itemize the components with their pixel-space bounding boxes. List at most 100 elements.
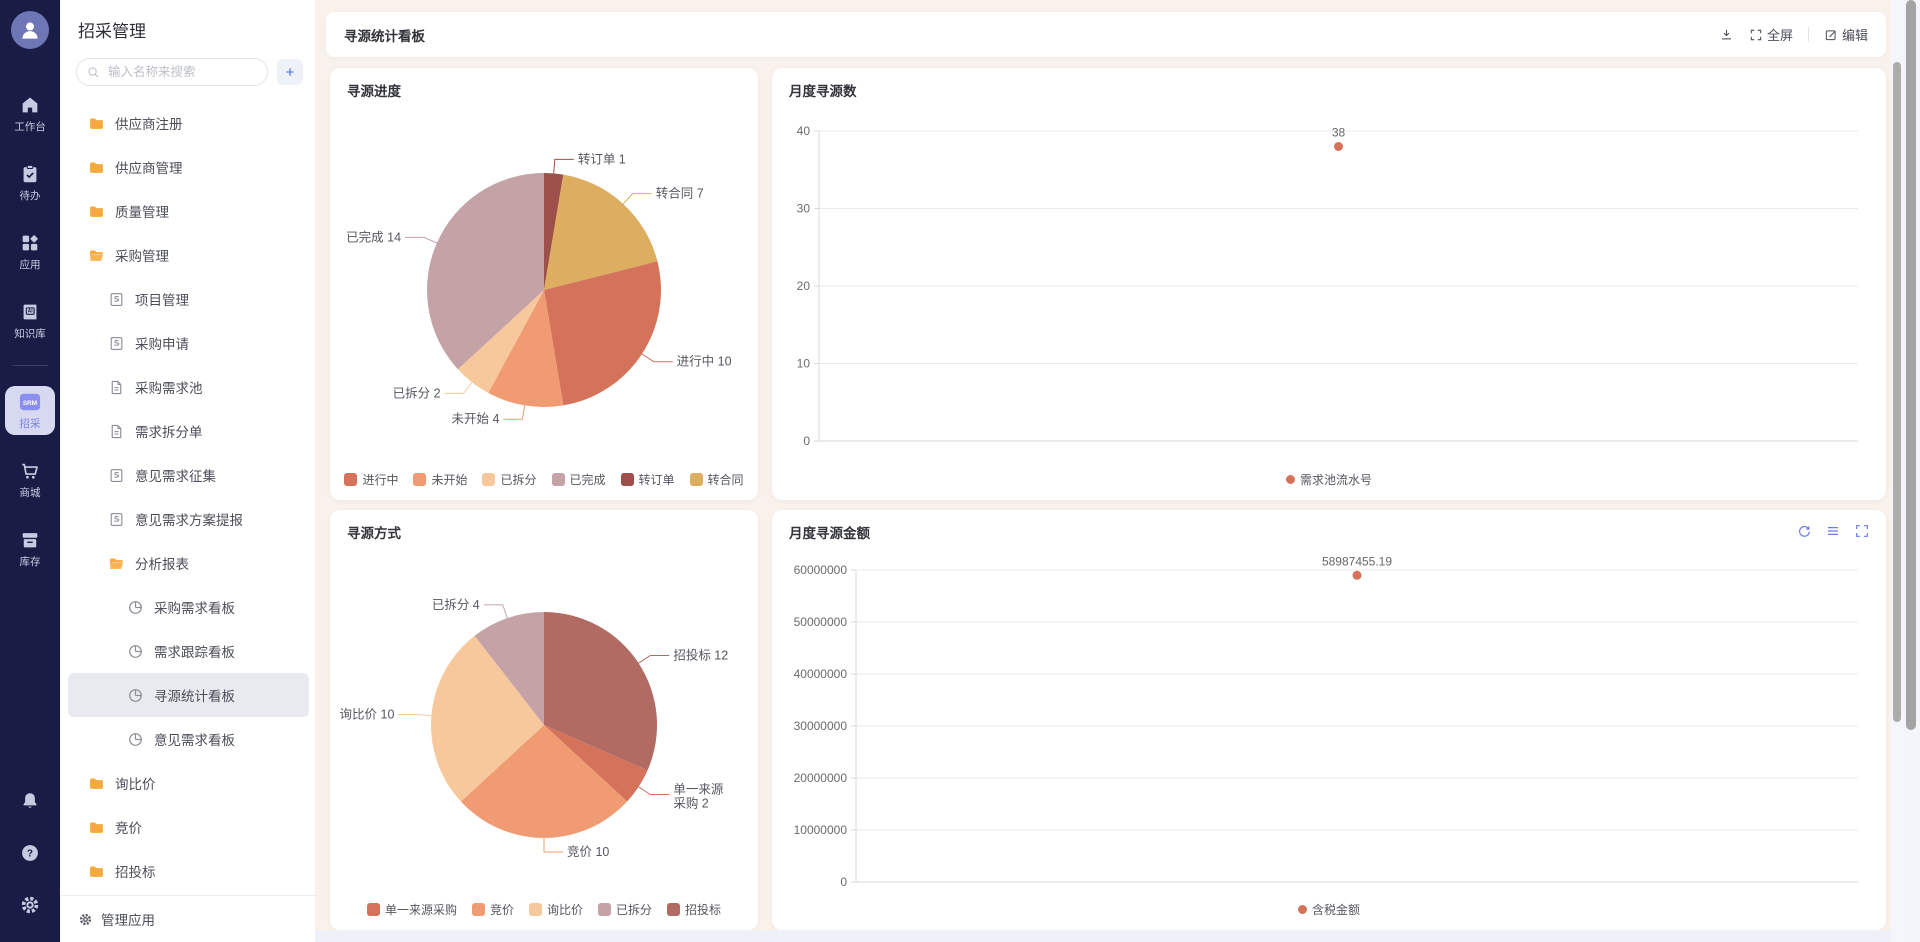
rail-item-knowledge[interactable]: AI 知识库 <box>5 296 55 345</box>
tree-item-8[interactable]: 意见需求征集 <box>68 453 309 497</box>
help-button[interactable]: ? <box>19 842 41 864</box>
bell-button[interactable] <box>19 790 41 812</box>
edit-button[interactable]: 编辑 <box>1824 25 1868 44</box>
tree-item-5[interactable]: 采购申请 <box>68 321 309 365</box>
fullscreen-icon <box>1749 28 1763 42</box>
rail-item-apps[interactable]: 应用 <box>5 227 55 276</box>
outer-scrollbar-thumb[interactable] <box>1906 0 1916 730</box>
folder-icon <box>90 206 103 217</box>
list-button[interactable] <box>1825 523 1841 539</box>
tree-item-label: 需求拆分单 <box>135 425 203 440</box>
inner-scrollbar-thumb[interactable] <box>1893 62 1901 722</box>
legend-item[interactable]: 询比价 <box>528 901 583 918</box>
y-tick-label: 20000000 <box>794 771 848 785</box>
legend-item[interactable]: 未开始 <box>413 471 467 488</box>
y-tick-label: 50000000 <box>794 615 848 629</box>
legend-item[interactable]: 单一来源采购 <box>366 901 457 918</box>
tree-item-0[interactable]: 供应商注册 <box>68 101 309 145</box>
pie-slice-label: 已拆分 2 <box>393 385 441 400</box>
legend-label: 单一来源采购 <box>384 903 457 917</box>
add-button[interactable] <box>277 59 303 85</box>
tree-item-15[interactable]: 询比价 <box>68 761 309 805</box>
legend-item[interactable]: 竞价 <box>471 901 514 918</box>
avatar[interactable] <box>11 11 49 49</box>
legend-item[interactable]: 转合同 <box>689 471 744 488</box>
inbox-icon <box>22 533 38 548</box>
pie-slice <box>474 612 544 725</box>
pie-slice <box>544 173 564 290</box>
legend-item[interactable]: 已拆分 <box>482 471 537 488</box>
rail-item-srm[interactable]: SRM 招采 <box>5 386 55 435</box>
tree-item-7[interactable]: 需求拆分单 <box>68 409 309 453</box>
fullscreen-button[interactable]: 全屏 <box>1749 25 1793 44</box>
legend-label: 需求池流水号 <box>1299 473 1372 487</box>
pie-slice <box>544 612 658 771</box>
rail-item-inventory[interactable]: 库存 <box>5 524 55 573</box>
pie-label-line <box>622 193 652 205</box>
rail-item-mall[interactable]: 商城 <box>5 455 55 504</box>
card-title: 寻源进度 <box>347 84 401 99</box>
y-tick-label: 30 <box>797 202 811 216</box>
legend-chip <box>413 473 427 486</box>
tree-item-1[interactable]: 供应商管理 <box>68 145 309 189</box>
pie-icon <box>129 732 142 746</box>
chart-legend: 含税金额 <box>772 901 1886 918</box>
sourcing-method-pie-chart: 招投标 12 单一来源采购 2 竞价 10 询比价 10 已拆分 4 单一来源采购 竞价 询比… <box>330 510 758 930</box>
tree-item-label: 采购需求看板 <box>154 601 235 616</box>
pie-slice-label: 已拆分 4 <box>432 597 480 612</box>
rail-item-workbench[interactable]: 工作台 <box>5 89 55 138</box>
svg-text:SRM: SRM <box>23 400 37 407</box>
cart-icon <box>22 463 38 479</box>
pie-label-line <box>638 655 670 664</box>
tree-item-17[interactable]: 招投标 <box>68 849 309 886</box>
tree-item-13[interactable]: 寻源统计看板 <box>68 673 309 717</box>
settings-button[interactable] <box>19 894 41 916</box>
legend-item[interactable]: 转订单 <box>620 471 675 488</box>
tree-item-4[interactable]: 项目管理 <box>68 277 309 321</box>
legend-item[interactable]: 已完成 <box>551 471 606 488</box>
card-title: 月度寻源金额 <box>789 526 870 541</box>
pie-label-line <box>405 236 438 244</box>
folder-icon <box>90 778 103 789</box>
search-icon <box>86 65 101 80</box>
search-input[interactable] <box>106 64 263 80</box>
legend-item[interactable]: 招投标 <box>667 901 721 918</box>
tree-item-11[interactable]: 采购需求看板 <box>68 585 309 629</box>
folder-icon <box>90 822 103 833</box>
scatter-chart-svg: 0 10000000 20000000 30000000 40000000 5000000… <box>794 554 1858 889</box>
rail-divider <box>12 365 48 366</box>
legend-chip <box>366 903 380 916</box>
tree-item-16[interactable]: 竞价 <box>68 805 309 849</box>
tree-item-label: 分析报表 <box>135 557 189 572</box>
tree-item-2[interactable]: 质量管理 <box>68 189 309 233</box>
tree-item-12[interactable]: 需求跟踪看板 <box>68 629 309 673</box>
tree-item-10[interactable]: 分析报表 <box>68 541 309 585</box>
legend-item[interactable]: 已拆分 <box>598 901 652 918</box>
search-row <box>76 58 303 86</box>
legend-label: 已完成 <box>569 473 606 487</box>
tree-item-3[interactable]: 采购管理 <box>68 233 309 277</box>
folder-open-icon <box>110 558 124 569</box>
pie-chart-svg: 转订单 1 转合同 7 进行中 10 未开始 4 已拆分 2 已完成 14 <box>346 151 731 426</box>
rail-item-todo[interactable]: 待办 <box>5 158 55 207</box>
tree-item-6[interactable]: 采购需求池 <box>68 365 309 409</box>
download-button[interactable] <box>1719 27 1734 42</box>
edit-icon <box>1825 29 1836 40</box>
expand-button[interactable] <box>1854 523 1870 539</box>
legend-chip <box>689 473 703 486</box>
legend-item[interactable]: 需求池流水号 <box>1285 471 1372 488</box>
legend-item[interactable]: 进行中 <box>344 471 398 488</box>
search-icon <box>88 66 99 77</box>
legend-chip <box>482 473 496 486</box>
search-box[interactable] <box>76 58 268 86</box>
legend-label: 含税金额 <box>1311 903 1360 917</box>
manage-apps-button[interactable]: 管理应用 <box>60 895 315 942</box>
tree-item-9[interactable]: 意见需求方案提报 <box>68 497 309 541</box>
card-sourcing-method: 寻源方式 招投标 12 单一来源采购 2 竞价 10 询比价 10 已拆分 4 单一来源采… <box>330 510 758 930</box>
form-icon <box>110 336 123 350</box>
tree-item-14[interactable]: 意见需求看板 <box>68 717 309 761</box>
plus-icon <box>286 68 294 76</box>
refresh-icon <box>1799 525 1810 537</box>
refresh-button[interactable] <box>1796 523 1812 539</box>
legend-item[interactable]: 含税金额 <box>1297 901 1360 918</box>
